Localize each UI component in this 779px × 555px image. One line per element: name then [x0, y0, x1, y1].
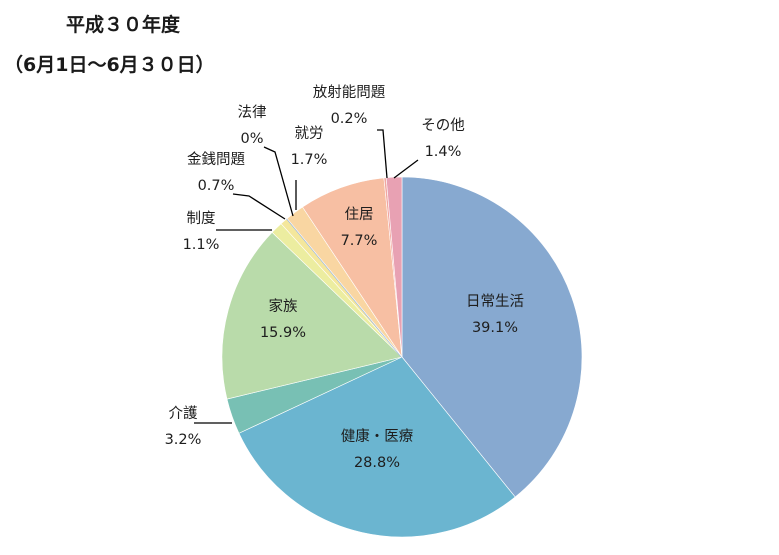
slice-8-percent-label: 1.7% [291, 152, 328, 168]
slice-10-label: 放射能問題 [313, 84, 386, 101]
slice-6-percent-label: 0.7% [198, 178, 235, 194]
slice-9-label: 住居 [345, 206, 374, 223]
chart-title: 平成３０年度 [66, 14, 181, 36]
slice-11-percent-label: 1.4% [425, 144, 462, 160]
slice-7-leader-line [263, 146, 294, 217]
slice-6-leader-line [232, 193, 286, 220]
slice-9-percent-label: 7.7% [341, 233, 378, 249]
slice-10-leader-line [377, 129, 388, 179]
slice-4 [221, 231, 403, 400]
slice-8-label: 就労 [295, 125, 324, 142]
slice-7-percent-label: 0% [240, 131, 263, 147]
slice-2-percent-label: 28.8% [354, 455, 400, 471]
slice-5-percent-label: 1.1% [183, 237, 220, 253]
slice-11-label: その他 [421, 117, 465, 134]
slice-3-percent-label: 3.2% [165, 432, 202, 448]
chart-subtitle: （6月1日～6月３０日） [4, 54, 215, 76]
slice-1-label: 日常生活 [466, 293, 524, 310]
slice-4-percent-label: 15.9% [260, 325, 306, 341]
slice-7-label: 法律 [238, 104, 267, 121]
slice-1-percent-label: 39.1% [472, 320, 518, 336]
slice-3-label: 介護 [169, 405, 198, 422]
slice-2 [238, 356, 516, 538]
slice-6-label: 金銭問題 [187, 151, 245, 168]
slice-2-label: 健康・医療 [341, 428, 414, 445]
slice-10-percent-label: 0.2% [331, 111, 368, 127]
slice-1 [401, 176, 583, 498]
slice-11-leader-line [393, 159, 419, 179]
slice-4-label: 家族 [269, 298, 298, 315]
slice-5-label: 制度 [187, 210, 216, 227]
